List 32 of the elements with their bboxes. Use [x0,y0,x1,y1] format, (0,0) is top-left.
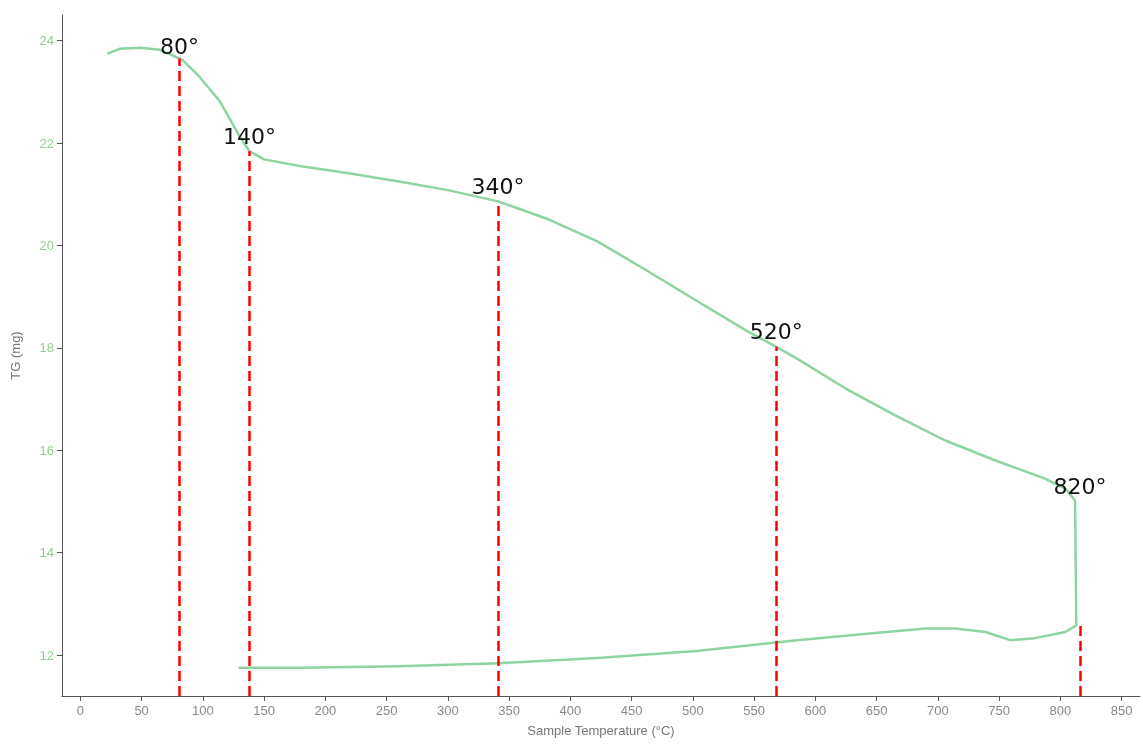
annotation: 80° [160,33,200,59]
x-tick-label: 100 [192,703,214,718]
x-tick-label: 750 [988,703,1010,718]
y-tick-label: 18 [39,340,54,356]
y-tick-label: 22 [39,135,54,151]
x-tick-label: 0 [76,703,84,718]
x-tick-label: 650 [865,703,888,718]
x-tick-label: 400 [559,703,582,718]
x-tick-label: 600 [804,703,827,718]
x-tick-label: 500 [682,703,704,718]
x-tick-label: 50 [134,703,149,718]
x-tick-label: 800 [1049,703,1072,718]
x-tick-label: 250 [375,703,398,718]
y-tick-label: 14 [39,545,54,561]
y-axis-title: TG (mg) [8,331,23,380]
x-tick-label: 150 [253,703,275,718]
y-tick-label: 16 [39,442,54,458]
x-axis-title: Sample Temperature (°C) [527,723,675,738]
annotation: 820° [1053,473,1107,499]
x-tick-label: 850 [1110,703,1133,718]
x-tick-label: 700 [927,703,949,718]
annotation: 520° [749,319,803,345]
annotation: 140° [222,123,276,149]
y-tick-label: 12 [39,647,54,663]
annotation: 340° [471,173,525,199]
x-tick-label: 200 [314,703,337,718]
x-tick-label: 550 [743,703,765,718]
y-tick-label: 20 [39,237,54,253]
x-tick-label: 450 [620,703,643,718]
x-tick-label: 300 [437,703,459,718]
x-tick-label: 350 [498,703,520,718]
y-tick-label: 24 [39,33,54,49]
